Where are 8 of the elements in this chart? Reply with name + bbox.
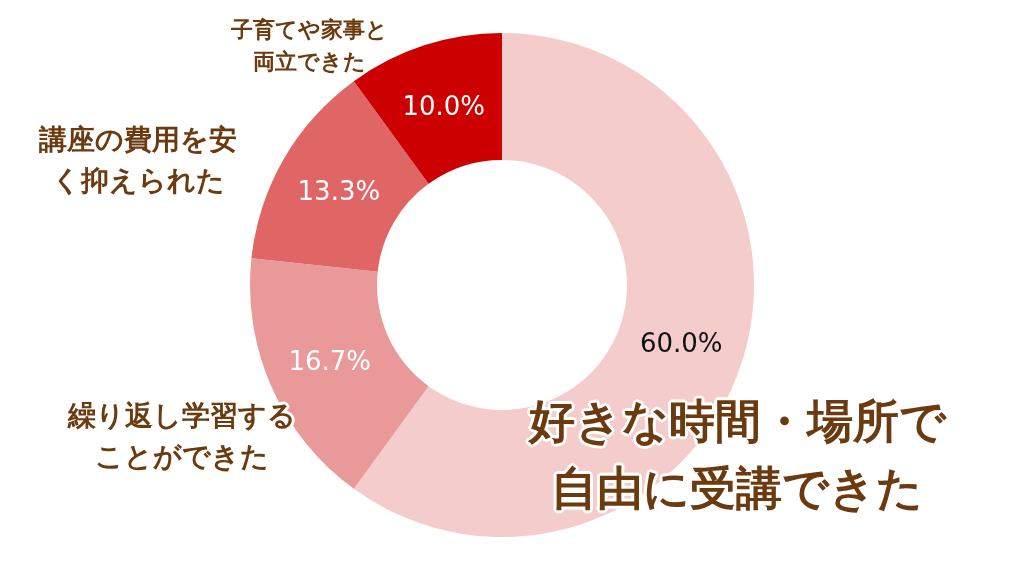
- slice-label: 子育てや家事と両立できた: [230, 16, 388, 76]
- data-label: 60.0%: [639, 328, 723, 359]
- data-label: 10.0%: [402, 90, 486, 121]
- data-label: 16.7%: [288, 346, 372, 377]
- slice-label: 好きな時間・場所で自由に受講できた: [528, 393, 946, 517]
- slice-label: 講座の費用を安く抑えられた: [38, 122, 238, 199]
- slice-label: 繰り返し学習することができた: [68, 398, 296, 475]
- data-label: 13.3%: [297, 175, 381, 206]
